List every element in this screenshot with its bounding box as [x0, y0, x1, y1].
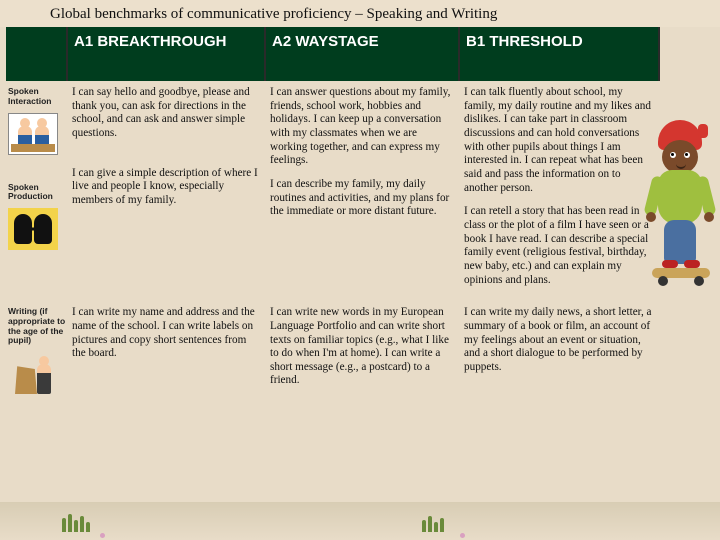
cell-wr-b1: I can write my daily news, a short lette… — [460, 301, 660, 402]
header-a1-label: A1 BREAKTHROUGH — [74, 33, 227, 50]
benchmark-table: A1 BREAKTHROUGH A2 WAYSTAGE B1 THRESHOLD… — [6, 27, 720, 402]
sp-a2-text: I can describe my family, my daily routi… — [270, 178, 454, 219]
row-label-writing: Writing (if appropriate to the age of th… — [6, 301, 68, 402]
grass-icon — [420, 514, 456, 532]
cell-si-a2: I can answer questions about my family, … — [266, 81, 460, 301]
cell-si-b1: I can talk fluently about school, my fam… — [460, 81, 660, 301]
si-b1b-text: I can retell a story that has been read … — [464, 205, 654, 287]
wr-a2-text: I can write new words in my European Lan… — [270, 306, 454, 388]
header-a2-label: A2 WAYSTAGE — [272, 33, 379, 50]
cell-si-a1: I can say hello and goodbye, please and … — [68, 81, 266, 301]
si-a2-text: I can answer questions about my family, … — [270, 86, 454, 168]
spoken-production-label: Spoken Production — [8, 182, 53, 202]
row-label-spoken-interaction: Spoken Interaction Spoken Production — [6, 81, 68, 301]
lectern-icon — [8, 352, 58, 394]
header-b1: B1 THRESHOLD — [460, 27, 660, 81]
si-a1-text: I can say hello and goodbye, please and … — [72, 86, 260, 141]
header-blank — [6, 27, 68, 81]
si-b1a-text: I can talk fluently about school, my fam… — [464, 86, 654, 195]
page-title: Global benchmarks of communicative profi… — [0, 0, 720, 27]
ground-decoration — [0, 502, 720, 540]
cell-wr-a2: I can write new words in my European Lan… — [266, 301, 460, 402]
cell-wr-a1: I can write my name and address and the … — [68, 301, 266, 402]
people-desk-icon — [8, 113, 58, 155]
wr-b1-text: I can write my daily news, a short lette… — [464, 306, 654, 374]
silhouettes-icon — [8, 208, 58, 250]
flower-dot-icon — [460, 533, 465, 538]
spoken-interaction-label: Spoken Interaction — [8, 86, 51, 106]
sp-a1-text: I can give a simple description of where… — [72, 167, 260, 208]
writing-label: Writing (if appropriate to the age of th… — [8, 306, 65, 345]
header-b1-label: B1 THRESHOLD — [466, 33, 583, 50]
header-a1: A1 BREAKTHROUGH — [68, 27, 266, 81]
flower-dot-icon — [100, 533, 105, 538]
grass-icon — [60, 514, 96, 532]
header-a2: A2 WAYSTAGE — [266, 27, 460, 81]
wr-a1-text: I can write my name and address and the … — [72, 306, 260, 361]
skateboard-kid-icon — [644, 120, 716, 300]
